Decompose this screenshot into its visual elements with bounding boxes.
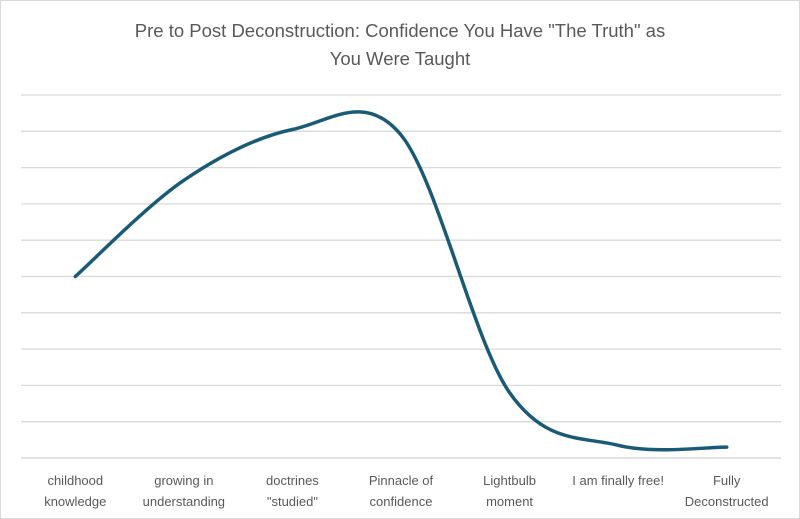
x-tick-label: Lightbulb moment	[483, 473, 536, 509]
chart-title: Pre to Post Deconstruction: Confidence Y…	[1, 17, 799, 73]
x-tick-label: growing in understanding	[143, 473, 225, 509]
chart-title-line-2: You Were Taught	[329, 48, 471, 69]
x-tick-label: I am finally free!	[572, 473, 664, 488]
series-line-confidence	[73, 110, 729, 452]
x-tick-label: childhood knowledge	[44, 473, 106, 509]
x-tick-label: doctrines "studied"	[266, 473, 319, 509]
x-tick-label: Fully Deconstructed	[685, 473, 769, 509]
x-tick-label: Pinnacle of confidence	[369, 473, 434, 509]
chart-title-line-1: Pre to Post Deconstruction: Confidence Y…	[134, 20, 666, 41]
